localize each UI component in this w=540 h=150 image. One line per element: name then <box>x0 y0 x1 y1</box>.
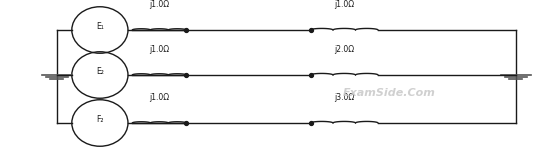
Text: j1.0Ω: j1.0Ω <box>149 0 170 9</box>
Text: F₂: F₂ <box>96 115 104 124</box>
Text: j1.0Ω: j1.0Ω <box>149 45 170 54</box>
Text: j3.0Ω: j3.0Ω <box>334 93 354 102</box>
Text: j1.0Ω: j1.0Ω <box>334 0 354 9</box>
Text: E₂: E₂ <box>96 67 104 76</box>
Text: j1.0Ω: j1.0Ω <box>149 93 170 102</box>
Text: E₁: E₁ <box>96 22 104 31</box>
Text: ExamSide.Com: ExamSide.Com <box>342 88 435 98</box>
Text: j2.0Ω: j2.0Ω <box>334 45 354 54</box>
